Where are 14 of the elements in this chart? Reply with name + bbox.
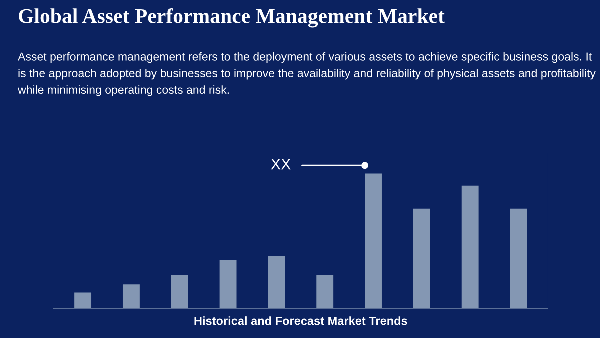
text: XX (271, 159, 291, 170)
chart-title: Global Asset Performance Management Market (19, 8, 445, 28)
bar (510, 208, 528, 309)
bar (171, 275, 188, 309)
bar (74, 292, 92, 309)
bar (220, 260, 237, 309)
bar (365, 174, 382, 309)
bar (462, 186, 479, 309)
bar (268, 256, 286, 309)
bar (413, 208, 430, 309)
bar (316, 275, 334, 309)
chart-subtitle: Asset performance management refers to the deployment of various assets to achieve specific business goals. It is the approach adopted by businesses to improve the availability and reliability of physical assets and profitability while minimising operating costs and risk. (18, 52, 596, 96)
x-axis-title: Historical and Forecast Market Trends (194, 316, 408, 326)
bar (122, 284, 140, 309)
